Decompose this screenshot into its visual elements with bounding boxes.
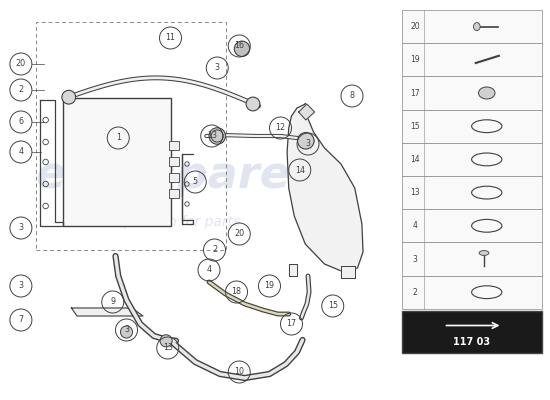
Polygon shape xyxy=(72,308,143,316)
Text: 4: 4 xyxy=(413,221,417,230)
FancyBboxPatch shape xyxy=(402,242,542,276)
Text: 20: 20 xyxy=(234,230,244,238)
Text: 14: 14 xyxy=(410,155,420,164)
Text: 20: 20 xyxy=(410,22,420,31)
FancyBboxPatch shape xyxy=(402,43,542,76)
FancyBboxPatch shape xyxy=(402,276,542,309)
Ellipse shape xyxy=(246,97,260,111)
Text: 6: 6 xyxy=(18,118,24,126)
Text: 13: 13 xyxy=(410,188,420,197)
Text: 3: 3 xyxy=(214,64,220,72)
Text: 3: 3 xyxy=(305,140,311,148)
Text: 3: 3 xyxy=(124,326,129,334)
Text: 7: 7 xyxy=(18,316,24,324)
FancyBboxPatch shape xyxy=(169,157,179,166)
Polygon shape xyxy=(299,104,315,120)
Ellipse shape xyxy=(62,90,76,104)
Text: 2: 2 xyxy=(18,86,24,94)
Ellipse shape xyxy=(211,130,223,142)
FancyBboxPatch shape xyxy=(402,311,542,353)
Text: 12: 12 xyxy=(276,124,285,132)
Text: 13: 13 xyxy=(163,344,173,352)
Ellipse shape xyxy=(234,41,250,56)
Text: 19: 19 xyxy=(410,55,420,64)
FancyBboxPatch shape xyxy=(402,76,542,110)
Text: 2: 2 xyxy=(212,246,217,254)
Text: 3: 3 xyxy=(18,282,24,290)
FancyBboxPatch shape xyxy=(63,98,170,226)
Polygon shape xyxy=(287,104,363,272)
FancyBboxPatch shape xyxy=(402,143,542,176)
Text: 3: 3 xyxy=(18,224,24,232)
Ellipse shape xyxy=(120,326,133,338)
FancyBboxPatch shape xyxy=(402,176,542,209)
Text: 18: 18 xyxy=(232,288,241,296)
Text: 16: 16 xyxy=(234,42,244,50)
FancyBboxPatch shape xyxy=(169,141,179,150)
Ellipse shape xyxy=(479,250,489,256)
Text: 19: 19 xyxy=(265,282,274,290)
Text: 3: 3 xyxy=(413,254,417,264)
FancyBboxPatch shape xyxy=(402,110,542,143)
Ellipse shape xyxy=(474,22,480,31)
Text: 5: 5 xyxy=(192,178,198,186)
FancyBboxPatch shape xyxy=(169,189,179,198)
Text: 8: 8 xyxy=(349,92,355,100)
Polygon shape xyxy=(341,266,355,278)
FancyBboxPatch shape xyxy=(402,10,542,43)
Text: 1: 1 xyxy=(116,134,121,142)
Text: 15: 15 xyxy=(410,122,420,131)
Text: 9: 9 xyxy=(110,298,115,306)
Text: 17: 17 xyxy=(287,320,296,328)
Ellipse shape xyxy=(160,335,172,347)
FancyBboxPatch shape xyxy=(169,173,179,182)
Polygon shape xyxy=(289,264,297,276)
Text: 2: 2 xyxy=(413,288,417,297)
Text: 117 03: 117 03 xyxy=(453,337,490,347)
Text: 11: 11 xyxy=(166,34,175,42)
Text: 4: 4 xyxy=(18,148,24,156)
Text: 10: 10 xyxy=(234,368,244,376)
FancyBboxPatch shape xyxy=(402,209,542,242)
Text: 13: 13 xyxy=(207,132,217,140)
Ellipse shape xyxy=(298,132,314,149)
Text: 20: 20 xyxy=(16,60,26,68)
Ellipse shape xyxy=(209,128,226,144)
Text: eurospares: eurospares xyxy=(35,154,317,198)
Ellipse shape xyxy=(478,87,495,99)
Text: 17: 17 xyxy=(410,88,420,98)
Text: 14: 14 xyxy=(295,166,305,174)
Text: 4: 4 xyxy=(206,266,212,274)
Text: 15: 15 xyxy=(328,302,338,310)
Text: a passion for parts: a passion for parts xyxy=(111,215,241,229)
